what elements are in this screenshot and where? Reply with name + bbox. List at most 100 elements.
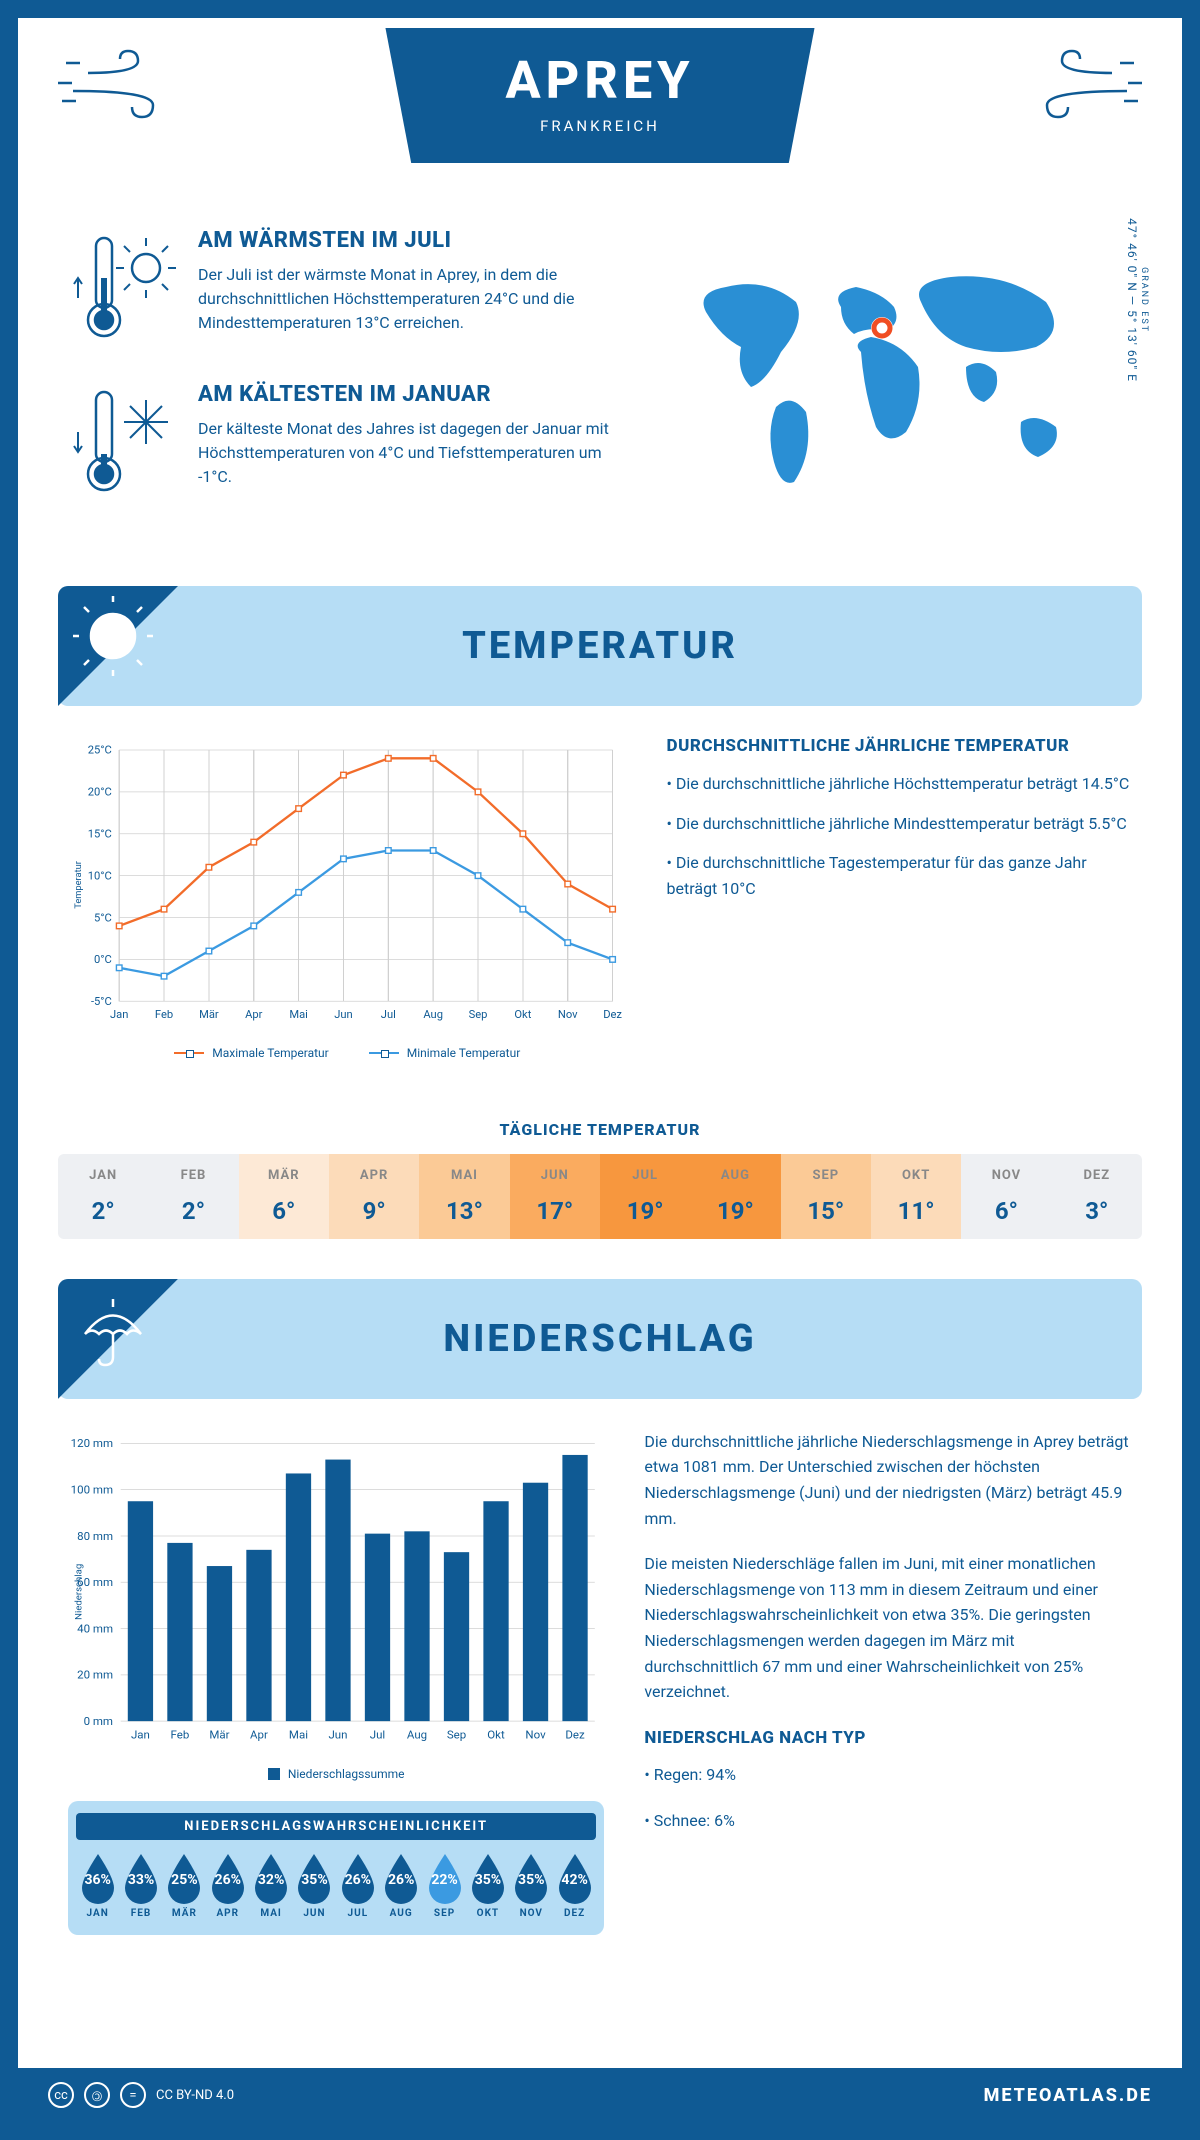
probability-title: NIEDERSCHLAGSWAHRSCHEINLICHKEIT — [76, 1813, 596, 1840]
precipitation-left: 0 mm20 mm40 mm60 mm80 mm100 mm120 mmNied… — [68, 1429, 604, 1935]
svg-text:25°C: 25°C — [88, 744, 112, 757]
svg-text:Jun: Jun — [334, 1008, 352, 1021]
coordinates: GRAND EST 47° 46' 0" N — 5° 13' 60" E — [1125, 218, 1149, 382]
wind-icon — [1022, 43, 1142, 137]
svg-text:Temperatur: Temperatur — [73, 860, 84, 909]
title-ribbon: APREY FRANKREICH — [385, 28, 814, 163]
precipitation-bar-chart: 0 mm20 mm40 mm60 mm80 mm100 mm120 mmNied… — [68, 1429, 604, 1755]
daily-temp-cell: FEB2° — [148, 1154, 238, 1239]
svg-text:40 mm: 40 mm — [77, 1621, 113, 1635]
intro-left: AM WÄRMSTEN IM JULI Der Juli ist der wär… — [68, 228, 610, 536]
svg-text:120 mm: 120 mm — [71, 1436, 113, 1450]
svg-text:Mai: Mai — [289, 1727, 308, 1741]
temp-desc-item: • Die durchschnittliche Tagestemperatur … — [667, 850, 1132, 901]
daily-temp-cell: SEP15° — [781, 1154, 871, 1239]
temp-desc-item: • Die durchschnittliche jährliche Höchst… — [667, 771, 1132, 797]
world-map-box: GRAND EST 47° 46' 0" N — 5° 13' 60" E — [640, 228, 1132, 536]
probability-drop: 22%SEP — [424, 1852, 466, 1919]
svg-text:100 mm: 100 mm — [71, 1482, 113, 1496]
svg-text:Nov: Nov — [558, 1008, 578, 1021]
thermometer-hot-icon — [68, 228, 178, 352]
svg-text:Okt: Okt — [487, 1727, 505, 1741]
svg-text:Mai: Mai — [289, 1008, 308, 1021]
precip-legend: Niederschlagssumme — [68, 1767, 604, 1781]
precipitation-content: 0 mm20 mm40 mm60 mm80 mm100 mm120 mmNied… — [18, 1429, 1182, 1965]
cold-text: Der kälteste Monat des Jahres ist dagege… — [198, 417, 610, 489]
probability-drop: 26%JUL — [337, 1852, 379, 1919]
warm-text: Der Juli ist der wärmste Monat in Aprey,… — [198, 263, 610, 335]
svg-text:20°C: 20°C — [88, 786, 112, 799]
sun-icon — [73, 596, 153, 680]
daily-temp-cell: JAN2° — [58, 1154, 148, 1239]
svg-text:Apr: Apr — [250, 1727, 268, 1741]
probability-drop: 32%MAI — [250, 1852, 292, 1919]
thermometer-cold-icon — [68, 382, 178, 506]
daily-temp-cell: AUG19° — [690, 1154, 780, 1239]
svg-text:Nov: Nov — [525, 1727, 546, 1741]
probability-drop: 33%FEB — [120, 1852, 162, 1919]
svg-text:80 mm: 80 mm — [77, 1529, 113, 1543]
daily-temp-table: JAN2°FEB2°MÄR6°APR9°MAI13°JUN17°JUL19°AU… — [58, 1154, 1142, 1239]
svg-text:Aug: Aug — [423, 1008, 443, 1021]
country-name: FRANKREICH — [505, 117, 694, 135]
svg-text:15°C: 15°C — [88, 827, 112, 840]
daily-temp-cell: MÄR6° — [239, 1154, 329, 1239]
precip-text-1: Die durchschnittliche jährliche Niedersc… — [644, 1429, 1132, 1531]
site-name: METEOATLAS.DE — [984, 2085, 1152, 2106]
svg-text:Okt: Okt — [514, 1008, 531, 1021]
svg-text:Sep: Sep — [447, 1727, 466, 1741]
precip-type-item: • Regen: 94% — [644, 1762, 1132, 1788]
svg-text:Mär: Mär — [209, 1727, 229, 1741]
svg-text:Dez: Dez — [565, 1727, 585, 1741]
probability-drop: 42%DEZ — [554, 1852, 596, 1919]
probability-drop: 36%JAN — [77, 1852, 119, 1919]
precip-type-title: NIEDERSCHLAG NACH TYP — [644, 1725, 1132, 1752]
svg-text:5°C: 5°C — [94, 911, 112, 924]
probability-drop: 35%OKT — [467, 1852, 509, 1919]
cold-title: AM KÄLTESTEN IM JANUAR — [198, 382, 610, 407]
probability-drop: 26%AUG — [380, 1852, 422, 1919]
svg-text:0 mm: 0 mm — [84, 1714, 113, 1728]
footer: cc 🄯 = CC BY-ND 4.0 METEOATLAS.DE — [18, 2068, 1182, 2122]
temperature-title: TEMPERATUR — [462, 624, 738, 668]
city-name: APREY — [505, 50, 694, 111]
svg-text:-5°C: -5°C — [91, 995, 112, 1008]
precip-type-item: • Schnee: 6% — [644, 1808, 1132, 1834]
temperature-description: DURCHSCHNITTLICHE JÄHRLICHE TEMPERATUR •… — [667, 736, 1132, 1060]
nd-icon: = — [120, 2082, 146, 2108]
warmest-block: AM WÄRMSTEN IM JULI Der Juli ist der wär… — [68, 228, 610, 352]
svg-text:Apr: Apr — [245, 1008, 263, 1021]
svg-text:Aug: Aug — [407, 1727, 427, 1741]
svg-text:Jan: Jan — [131, 1727, 150, 1741]
svg-text:Dez: Dez — [603, 1008, 622, 1021]
svg-text:Feb: Feb — [171, 1727, 190, 1741]
daily-temp-title: TÄGLICHE TEMPERATUR — [18, 1120, 1182, 1139]
header-banner: APREY FRANKREICH — [18, 18, 1182, 208]
daily-temp-cell: OKT11° — [871, 1154, 961, 1239]
daily-temp-cell: JUL19° — [600, 1154, 690, 1239]
probability-box: NIEDERSCHLAGSWAHRSCHEINLICHKEIT 36%JAN33… — [68, 1801, 604, 1935]
svg-text:Sep: Sep — [469, 1008, 488, 1021]
daily-temp-cell: DEZ3° — [1052, 1154, 1142, 1239]
by-icon: 🄯 — [84, 2082, 110, 2108]
intro-row: AM WÄRMSTEN IM JULI Der Juli ist der wär… — [18, 208, 1182, 566]
precipitation-title: NIEDERSCHLAG — [443, 1317, 756, 1361]
page: APREY FRANKREICH — [0, 0, 1200, 2140]
chart-legend: Maximale Temperatur Minimale Temperatur — [68, 1046, 627, 1060]
svg-text:Jul: Jul — [381, 1008, 396, 1021]
temp-desc-title: DURCHSCHNITTLICHE JÄHRLICHE TEMPERATUR — [667, 736, 1132, 756]
daily-temp-cell: MAI13° — [419, 1154, 509, 1239]
wind-icon — [58, 43, 178, 137]
license-text: CC BY-ND 4.0 — [156, 2088, 234, 2103]
svg-text:Jul: Jul — [370, 1727, 385, 1741]
svg-text:20 mm: 20 mm — [77, 1668, 113, 1682]
temperature-content: -5°C0°C5°C10°C15°C20°C25°CJanFebMärAprMa… — [18, 736, 1182, 1090]
daily-temp-cell: APR9° — [329, 1154, 419, 1239]
warm-title: AM WÄRMSTEN IM JULI — [198, 228, 610, 253]
precip-text-2: Die meisten Niederschläge fallen im Juni… — [644, 1551, 1132, 1705]
probability-drop: 35%JUN — [293, 1852, 335, 1919]
svg-text:0°C: 0°C — [94, 953, 112, 966]
temp-desc-item: • Die durchschnittliche jährliche Mindes… — [667, 811, 1132, 837]
svg-text:Mär: Mär — [199, 1008, 219, 1021]
precipitation-section-header: NIEDERSCHLAG — [58, 1279, 1142, 1399]
